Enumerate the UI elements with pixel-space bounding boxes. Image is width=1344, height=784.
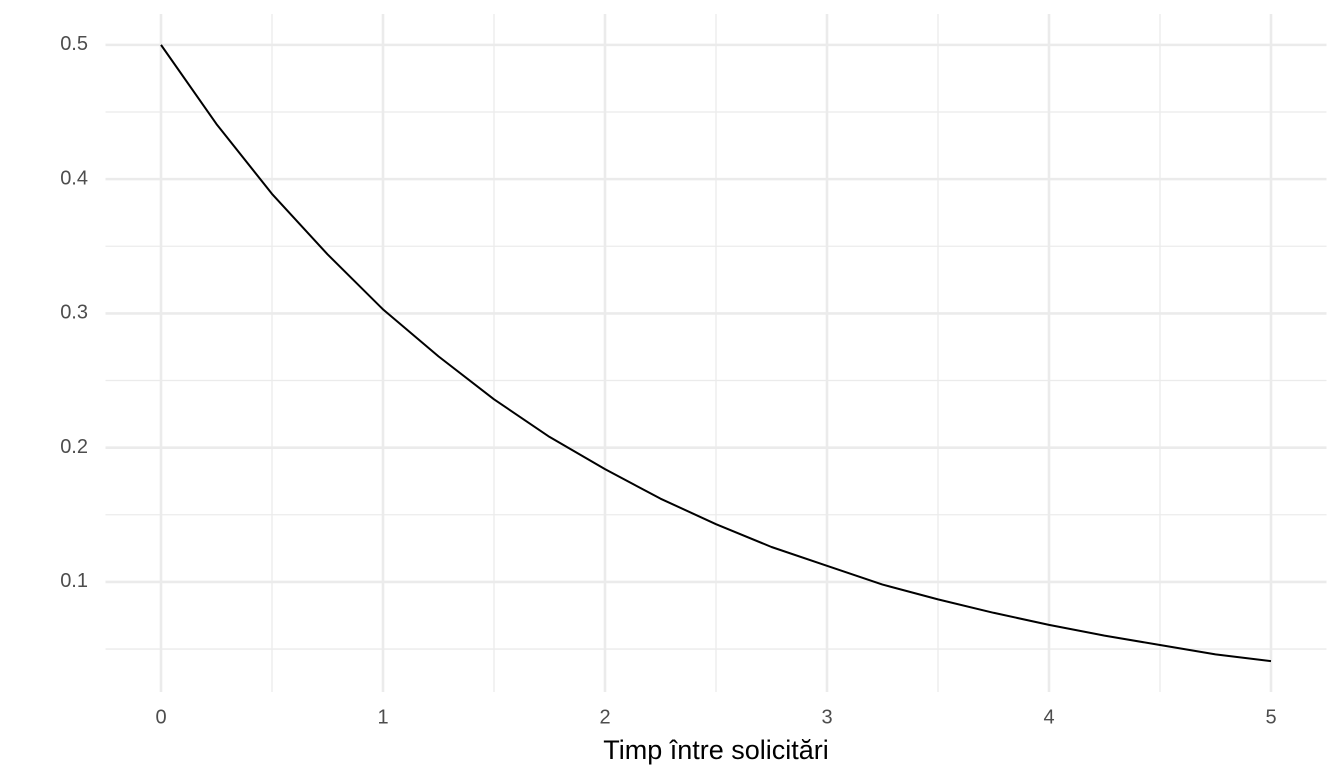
y-tick-label: 0.1	[60, 570, 88, 592]
y-tick-label: 0.2	[60, 436, 88, 458]
y-tick-label: 0.3	[60, 302, 88, 324]
x-tick-label: 4	[1043, 706, 1054, 728]
x-tick-label: 3	[821, 706, 832, 728]
x-tick-label: 0	[155, 706, 166, 728]
x-tick-label: 2	[599, 706, 610, 728]
y-tick-label: 0.5	[60, 33, 88, 55]
line	[160, 44, 1272, 663]
x-tick-label: 5	[1265, 706, 1276, 728]
y-tick-label: 0.4	[60, 167, 88, 189]
x-axis-title: Timp între solicitări	[603, 735, 829, 765]
x-tick-label: 1	[377, 706, 388, 728]
